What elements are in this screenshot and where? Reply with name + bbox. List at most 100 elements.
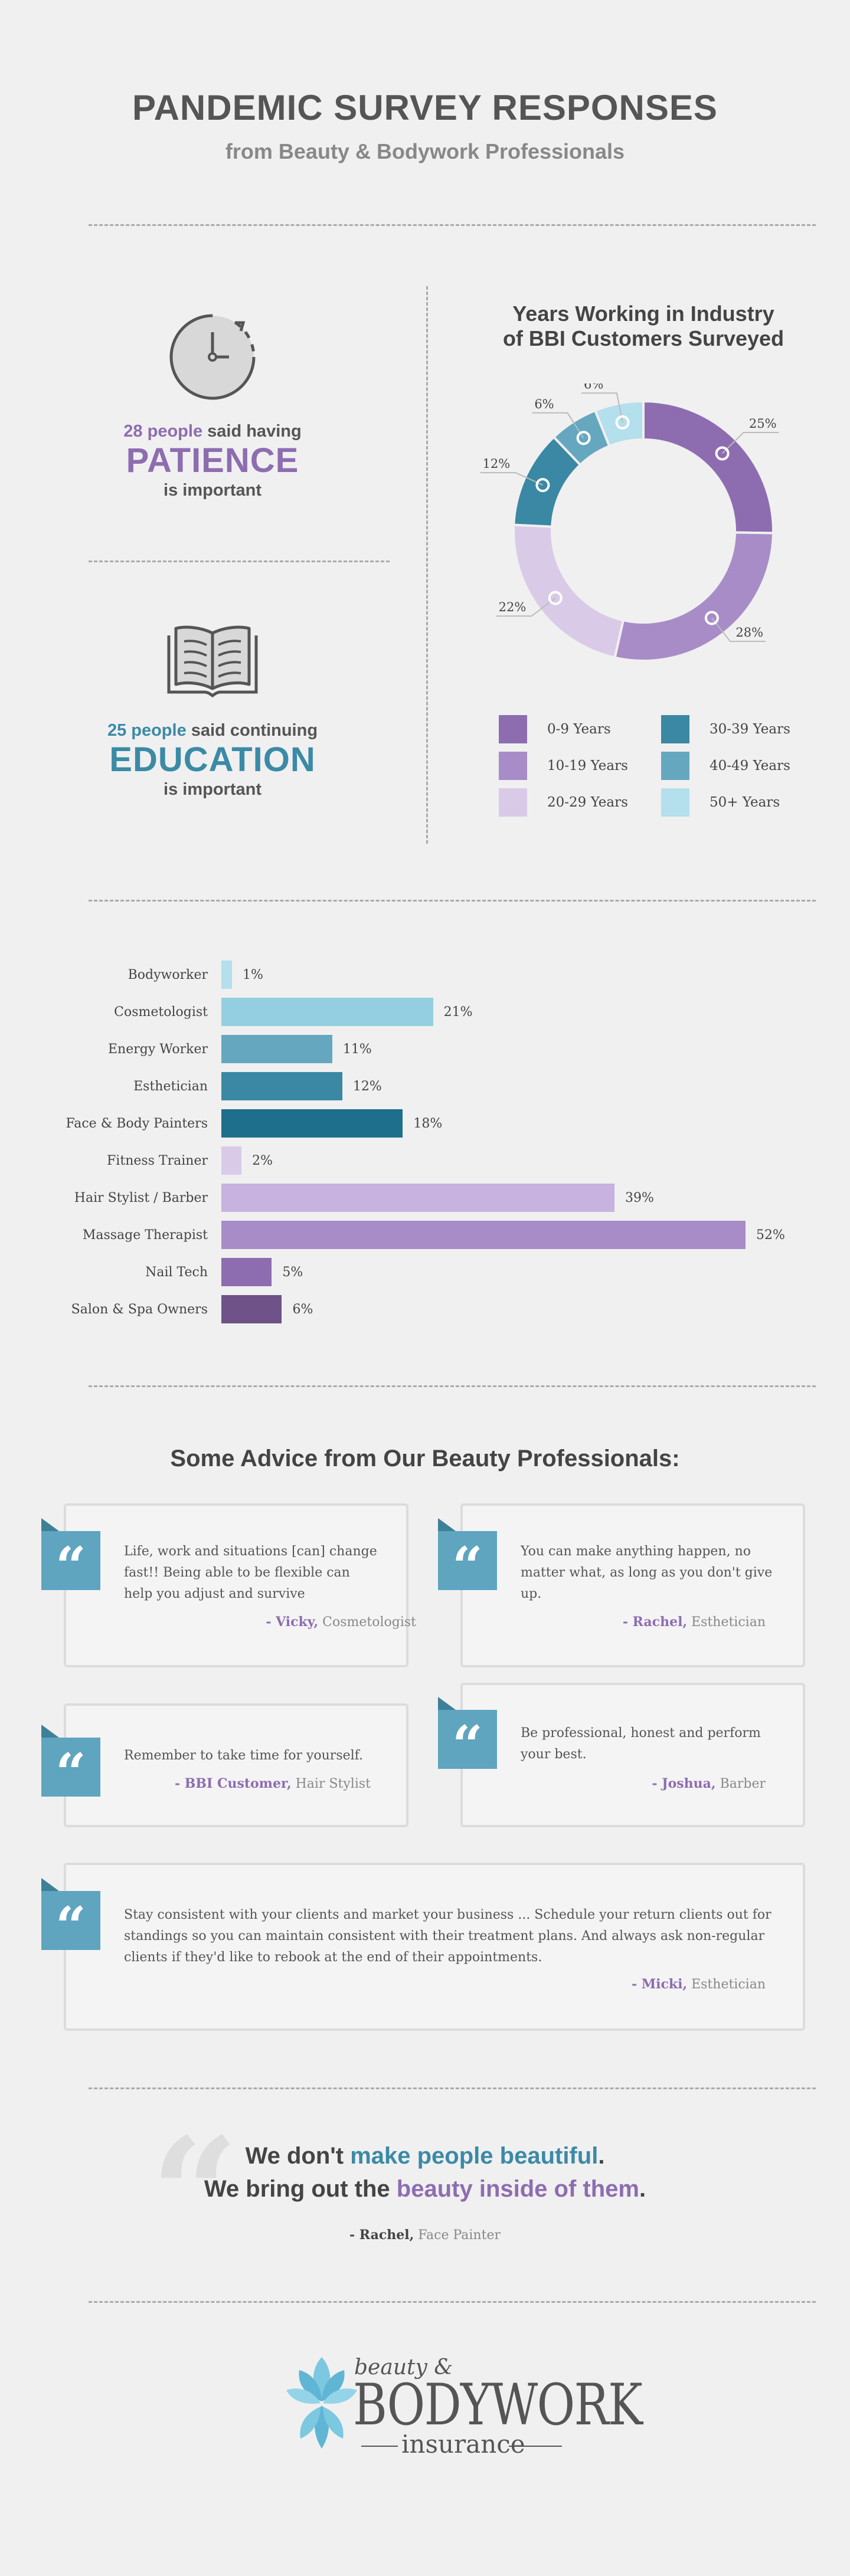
patience-tail: is important	[164, 480, 261, 500]
donut-slice-label: 28%	[735, 625, 763, 640]
education-count: 25 people	[107, 721, 187, 740]
quote-author: - Rachel, Esthetician	[622, 1614, 766, 1630]
legend-item: 30-39 Years	[661, 715, 790, 743]
donut-slice-label: 22%	[499, 600, 527, 614]
legend-item: 0-9 Years	[499, 715, 611, 743]
quote-badge: “	[41, 1725, 100, 1802]
donut-slice-label: 6%	[534, 397, 554, 411]
education-stat: 25 people said continuing EDUCATION is i…	[65, 721, 360, 799]
donut-marker	[548, 591, 563, 605]
quote-card	[460, 1683, 805, 1827]
donut-marker	[576, 431, 591, 445]
bar	[221, 1035, 332, 1063]
legend-label: 10-19 Years	[547, 758, 628, 774]
quote-icon: “	[452, 1535, 483, 1598]
bar	[221, 1221, 746, 1249]
education-text: said continuing	[186, 721, 318, 740]
bar-value-label: 12%	[352, 1079, 382, 1094]
bar-value-label: 11%	[342, 1042, 372, 1057]
patience-count: 28 people	[123, 422, 203, 441]
donut-slice-label: 12%	[483, 457, 511, 471]
donut-slice	[512, 523, 625, 659]
clock-icon	[169, 314, 256, 400]
quote-icon: “	[55, 1742, 86, 1804]
bar-value-label: 5%	[282, 1265, 303, 1280]
section-divider	[89, 1385, 816, 1387]
donut-marker	[535, 478, 550, 493]
quote-badge: “	[438, 1518, 497, 1596]
legend-item: 10-19 Years	[499, 752, 628, 780]
donut-title-line2: of BBI Customers Surveyed	[502, 326, 784, 350]
quote-author: - BBI Customer, Hair Stylist	[175, 1776, 371, 1791]
donut-leader-line	[711, 617, 766, 643]
donut-leader-line	[496, 597, 556, 617]
donut-slice-label: 25%	[749, 417, 777, 431]
advice-heading: Some Advice from Our Beauty Professional…	[170, 1446, 680, 1471]
patience-word: PATIENCE	[126, 441, 299, 480]
patience-text: said having	[202, 422, 302, 441]
bar-value-label: 18%	[413, 1116, 443, 1131]
quote-text: Be professional, honest and perform your…	[521, 1726, 761, 1762]
logo-main-text: BODYWORK	[353, 2372, 643, 2438]
bar-value-label: 1%	[243, 968, 263, 982]
bar-category-label: Energy Worker	[107, 1042, 208, 1057]
logo-script-text: beauty &	[354, 2355, 453, 2380]
donut-slice-label: 6%	[584, 384, 603, 391]
closing-author: - Rachel, Face Painter	[349, 2227, 501, 2243]
page-title: PANDEMIC SURVEY RESPONSES	[132, 88, 718, 127]
donut-marker	[704, 611, 719, 625]
bar	[221, 1258, 272, 1286]
donut-slice	[613, 531, 775, 662]
bar-value-label: 2%	[252, 1153, 273, 1168]
legend-label: 0-9 Years	[547, 722, 611, 737]
legend-label: 20-29 Years	[547, 795, 628, 810]
education-tail: is important	[164, 779, 261, 799]
section-divider	[89, 224, 816, 226]
bar	[221, 1072, 342, 1100]
legend-swatch	[499, 715, 527, 743]
bar	[221, 961, 232, 989]
section-divider	[89, 2301, 816, 2303]
legend-swatch	[661, 752, 689, 780]
donut-slice	[593, 399, 645, 448]
donut-leader-line	[721, 432, 779, 454]
legend-swatch	[499, 788, 527, 817]
quote-text: Stay consistent with your clients and ma…	[124, 1908, 771, 1965]
quote-author: - Joshua, Barber	[652, 1776, 766, 1791]
quote-author: - Vicky, Cosmetologist	[266, 1614, 416, 1630]
quote-icon: “	[55, 1535, 86, 1598]
legend-item: 50+ Years	[661, 788, 780, 817]
bar-category-label: Hair Stylist / Barber	[74, 1191, 208, 1205]
quote-card	[64, 1863, 805, 2031]
logo-rule-right	[509, 2446, 562, 2447]
education-word: EDUCATION	[109, 740, 316, 779]
donut-leader-line	[532, 412, 584, 438]
legend-label: 40-49 Years	[710, 758, 790, 774]
quote-card	[64, 1703, 408, 1827]
bar	[221, 1146, 242, 1175]
bar-value-label: 52%	[756, 1228, 785, 1243]
quote-text: Life, work and situations [can] change f…	[124, 1544, 377, 1601]
bar-category-label: Bodyworker	[128, 968, 208, 982]
bar-category-label: Fitness Trainer	[107, 1153, 208, 1168]
bar-category-label: Face & Body Painters	[66, 1116, 208, 1131]
donut-slice	[642, 399, 774, 535]
donut-marker	[715, 446, 730, 461]
closing-line-2: We bring out the beauty inside of them.	[204, 2176, 646, 2202]
donut-title-line1: Years Working in Industry	[512, 301, 774, 326]
legend-label: 30-39 Years	[710, 722, 790, 737]
bar	[221, 1295, 282, 1323]
quote-icon: “	[55, 1895, 86, 1958]
quote-card	[460, 1503, 805, 1667]
bar	[221, 1109, 403, 1138]
stat-divider	[89, 561, 390, 562]
logo-sub-text: insurance	[401, 2430, 525, 2459]
section-divider	[89, 900, 816, 902]
bar-category-label: Cosmetologist	[114, 1005, 208, 1020]
vertical-divider	[426, 286, 428, 844]
legend-item: 20-29 Years	[499, 788, 628, 817]
bar-value-label: 21%	[443, 1005, 473, 1020]
quote-text: Remember to take time for yourself.	[124, 1748, 364, 1763]
donut-marker	[615, 415, 630, 430]
donut-leader-line	[480, 472, 543, 486]
